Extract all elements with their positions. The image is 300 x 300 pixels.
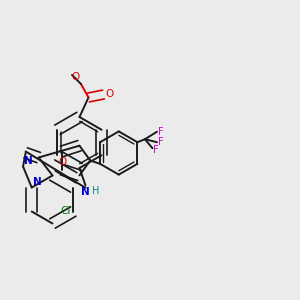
- Text: N: N: [33, 177, 41, 187]
- Text: N: N: [81, 187, 90, 197]
- Text: O: O: [58, 157, 66, 167]
- Text: O: O: [71, 73, 80, 82]
- Text: N: N: [24, 156, 33, 166]
- Text: F: F: [158, 127, 164, 137]
- Text: F: F: [158, 137, 164, 147]
- Text: F: F: [153, 145, 159, 155]
- Text: O: O: [105, 89, 113, 100]
- Text: Cl: Cl: [61, 206, 71, 217]
- Text: H: H: [92, 186, 100, 196]
